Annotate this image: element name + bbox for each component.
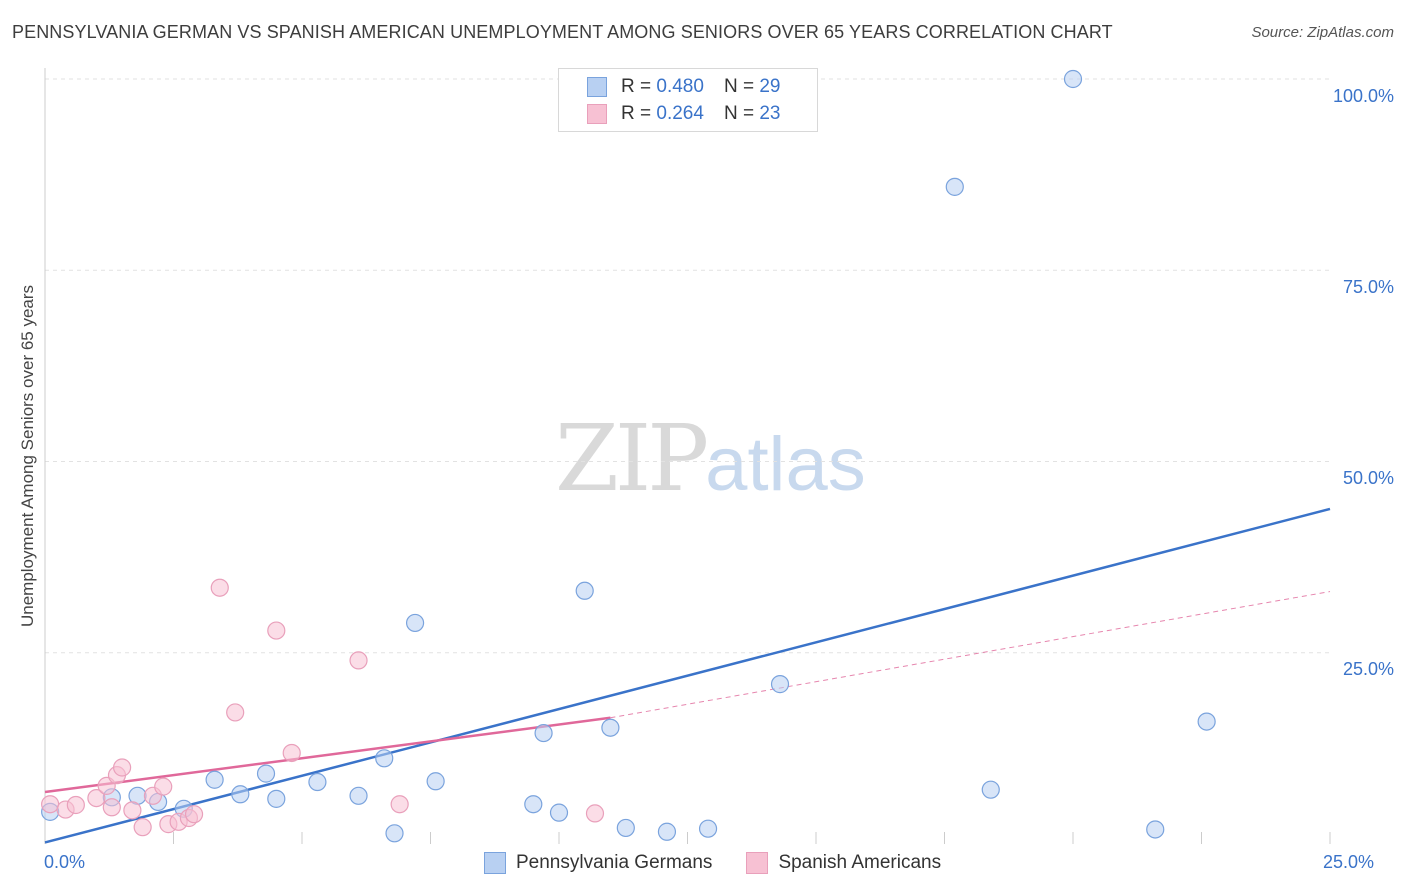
data-point-pennsylvania-germans xyxy=(426,772,445,791)
legend-swatch-blue xyxy=(587,77,607,97)
series-label-pink: Spanish Americans xyxy=(778,852,942,873)
axes xyxy=(44,68,1331,844)
legend-r-label: R = xyxy=(621,76,652,97)
data-point-pennsylvania-germans xyxy=(698,819,718,838)
data-point-spanish-americans xyxy=(133,818,152,837)
data-point-spanish-americans xyxy=(87,788,106,808)
y-tick-label-75: 75.0% xyxy=(1342,277,1394,297)
trendline-pink-extension xyxy=(610,591,1331,719)
series-legend: Pennsylvania Germans Spanish Americans xyxy=(484,852,941,874)
legend-n-label: N = xyxy=(723,76,755,97)
data-point-spanish-americans xyxy=(267,621,286,640)
data-point-pennsylvania-germans xyxy=(524,795,543,814)
series-swatch-blue xyxy=(484,852,506,874)
data-point-pennsylvania-germans xyxy=(1146,820,1165,839)
data-point-spanish-americans xyxy=(390,795,409,814)
legend-n-value: 29 xyxy=(759,76,781,97)
data-point-spanish-americans xyxy=(102,798,121,817)
data-point-pennsylvania-germans xyxy=(1063,69,1083,89)
legend-r-value: 0.264 xyxy=(656,103,704,124)
legend-r-label: R = xyxy=(621,103,652,124)
trendline-blue xyxy=(44,507,1331,844)
data-point-pennsylvania-germans xyxy=(575,581,594,600)
data-point-pennsylvania-germans xyxy=(549,803,569,822)
data-point-pennsylvania-germans xyxy=(385,824,404,843)
data-point-spanish-americans xyxy=(112,758,132,777)
data-point-pennsylvania-germans xyxy=(267,789,286,808)
data-point-pennsylvania-germans xyxy=(657,822,677,841)
series-label-blue: Pennsylvania Germans xyxy=(516,852,713,873)
data-point-pennsylvania-germans xyxy=(349,786,368,805)
grid-lines xyxy=(45,78,1330,654)
legend-row-pink: R = 0.264 N = 23 xyxy=(559,101,780,127)
data-point-pennsylvania-germans xyxy=(375,749,394,768)
data-point-pennsylvania-germans xyxy=(308,772,327,792)
legend-row-blue: R = 0.480 N = 29 xyxy=(559,74,780,100)
trendlines xyxy=(44,507,1331,844)
legend-swatch-pink xyxy=(587,104,607,124)
data-point-pennsylvania-germans xyxy=(256,764,276,783)
data-points xyxy=(41,69,1216,843)
watermark-zip: ZIP xyxy=(555,405,709,512)
data-point-pennsylvania-germans xyxy=(534,723,553,743)
data-point-pennsylvania-germans xyxy=(1197,712,1216,731)
legend-r-value: 0.480 xyxy=(656,76,704,97)
data-point-pennsylvania-germans xyxy=(616,818,635,838)
data-point-pennsylvania-germans xyxy=(601,718,620,737)
x-tick-label-min: 0.0% xyxy=(44,852,86,872)
y-tick-label-50: 50.0% xyxy=(1342,468,1394,488)
data-point-spanish-americans xyxy=(210,578,229,597)
data-point-spanish-americans xyxy=(282,743,301,763)
data-point-spanish-americans xyxy=(349,651,368,670)
data-point-spanish-americans xyxy=(41,795,60,814)
data-point-pennsylvania-germans xyxy=(205,770,224,789)
legend-n-label: N = xyxy=(723,103,755,124)
stats-legend: R = 0.480 N = 29 R = 0.264 N = 23 xyxy=(558,68,818,132)
data-point-pennsylvania-germans xyxy=(945,177,964,196)
data-point-spanish-americans xyxy=(226,703,245,722)
trendline-pink xyxy=(44,716,611,794)
data-point-spanish-americans xyxy=(184,805,204,824)
chart-title: PENNSYLVANIA GERMAN VS SPANISH AMERICAN … xyxy=(12,22,1113,42)
data-point-spanish-americans xyxy=(123,801,142,820)
watermark-atlas: atlas xyxy=(705,422,866,507)
series-swatch-pink xyxy=(746,852,769,874)
watermark: ZIPatlas xyxy=(555,405,866,512)
data-point-pennsylvania-germans xyxy=(231,785,250,804)
data-point-pennsylvania-germans xyxy=(770,675,790,694)
x-tick-label-max: 25.0% xyxy=(1323,852,1375,872)
data-point-pennsylvania-germans xyxy=(405,613,425,633)
data-point-spanish-americans xyxy=(154,777,173,796)
data-point-pennsylvania-germans xyxy=(981,780,1000,799)
data-point-spanish-americans xyxy=(585,804,605,823)
y-tick-label-25: 25.0% xyxy=(1342,659,1394,679)
data-point-spanish-americans xyxy=(66,795,85,815)
legend-n-value: 23 xyxy=(759,103,781,124)
source-label: Source: ZipAtlas.com xyxy=(1251,24,1394,41)
y-tick-label-100: 100.0% xyxy=(1332,86,1394,106)
